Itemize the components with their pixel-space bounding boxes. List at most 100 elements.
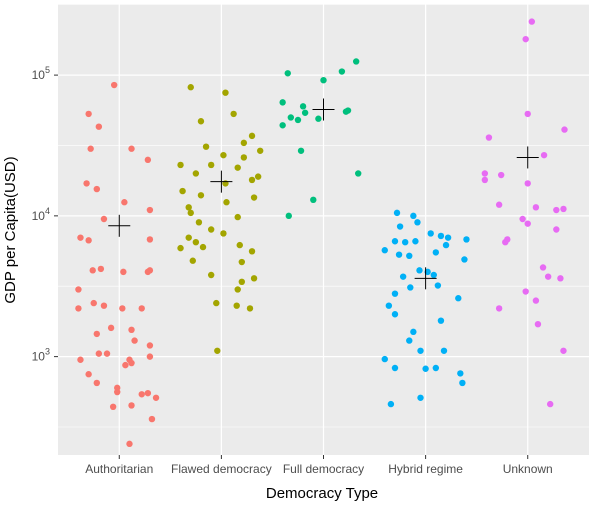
data-point (396, 223, 404, 230)
data-point (185, 204, 192, 211)
data-point (85, 371, 92, 378)
data-point (179, 187, 186, 195)
data-point (522, 288, 529, 295)
data-point (146, 342, 154, 349)
data-point (220, 151, 227, 159)
data-point (522, 35, 529, 43)
data-point (544, 273, 552, 280)
x-tick-label: Flawed democracy (171, 462, 272, 476)
data-point (97, 265, 105, 273)
data-point (391, 364, 399, 372)
data-point (146, 236, 154, 243)
data-point (87, 145, 94, 152)
data-point (437, 232, 445, 240)
data-point (524, 220, 531, 227)
data-point (297, 147, 305, 154)
data-point (393, 209, 401, 217)
data-point (417, 347, 424, 354)
data-point (301, 109, 309, 116)
data-point (144, 156, 152, 164)
data-point (222, 89, 229, 96)
data-point (126, 440, 133, 448)
data-point (406, 337, 413, 344)
data-point (75, 286, 82, 293)
data-point (437, 317, 445, 324)
data-point (299, 103, 307, 110)
data-point (83, 180, 90, 187)
data-point (85, 110, 92, 118)
data-point (114, 388, 121, 396)
data-point (320, 77, 327, 84)
data-points (75, 18, 568, 448)
major-gridlines (58, 4, 589, 455)
data-point (410, 212, 417, 220)
data-point (85, 237, 92, 244)
data-point (481, 170, 489, 177)
data-point (214, 347, 221, 354)
data-point (294, 116, 302, 124)
mean-markers (108, 98, 539, 290)
data-point (220, 230, 227, 237)
data-point (138, 391, 145, 398)
data-point (338, 68, 346, 75)
data-point (234, 164, 241, 171)
data-point (553, 226, 560, 233)
x-tick-label: Full democracy (283, 462, 364, 476)
data-point (414, 219, 421, 226)
data-point (285, 212, 292, 220)
data-point (120, 268, 127, 276)
data-point (187, 84, 194, 91)
data-point (100, 302, 108, 309)
data-point (128, 402, 135, 409)
data-point (95, 350, 103, 357)
data-point (279, 122, 286, 129)
data-point (213, 299, 220, 307)
data-point (412, 238, 419, 245)
data-point (93, 185, 101, 193)
data-point (560, 347, 567, 354)
data-point (432, 249, 440, 256)
data-point (93, 379, 101, 387)
data-point (100, 215, 108, 223)
x-tick-label: Unknown (503, 462, 553, 476)
data-point (234, 213, 241, 221)
data-point (444, 234, 452, 241)
data-point (532, 297, 540, 304)
data-point (197, 118, 205, 125)
data-point (434, 282, 442, 289)
y-tick-label: 103 (32, 347, 50, 364)
data-point (138, 305, 145, 312)
data-point (401, 238, 409, 246)
data-point (248, 132, 256, 140)
data-point (532, 204, 540, 211)
data-point (95, 123, 103, 130)
data-point (122, 361, 129, 369)
data-point (240, 154, 248, 161)
data-point (197, 192, 205, 199)
data-point (440, 347, 448, 354)
data-point (202, 143, 210, 150)
data-point (284, 70, 291, 77)
data-point (187, 209, 194, 217)
data-point (528, 18, 536, 25)
data-point (177, 244, 184, 252)
data-point (481, 176, 489, 184)
data-point (399, 273, 407, 280)
data-point (230, 110, 237, 118)
data-point (524, 180, 531, 187)
data-point (128, 145, 135, 152)
data-point (406, 252, 413, 260)
data-point (234, 286, 241, 293)
data-point (254, 173, 262, 180)
data-point (185, 234, 192, 241)
data-point (110, 81, 118, 89)
data-point (342, 108, 350, 115)
data-point (279, 99, 286, 106)
data-point (504, 236, 511, 243)
data-point (410, 328, 417, 336)
data-point (534, 320, 542, 328)
data-point (381, 355, 388, 363)
data-point (90, 299, 97, 307)
data-point (391, 311, 399, 318)
data-point (430, 271, 437, 279)
